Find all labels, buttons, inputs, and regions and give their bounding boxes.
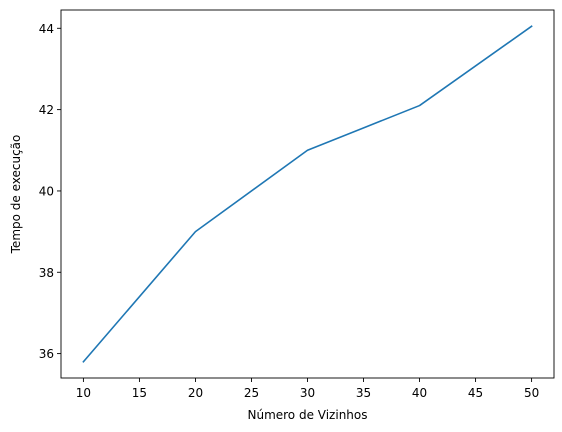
x-tick-label: 10 (76, 386, 91, 400)
x-tick-label: 40 (412, 386, 427, 400)
y-tick-label: 40 (39, 184, 54, 198)
plot-area-frame (61, 10, 554, 378)
y-tick-label: 36 (39, 347, 54, 361)
y-axis-ticks: 36 38 40 42 44 (39, 22, 61, 361)
y-tick-label: 42 (39, 103, 54, 117)
x-tick-label: 30 (300, 386, 315, 400)
series-lines (83, 26, 531, 361)
y-tick-label: 44 (39, 22, 54, 36)
x-axis-ticks: 10 15 20 25 30 35 40 45 50 (76, 378, 539, 400)
x-tick-label: 15 (132, 386, 147, 400)
plot-frame (61, 10, 554, 378)
x-tick-label: 20 (188, 386, 203, 400)
y-axis-label: Tempo de execução (9, 135, 23, 255)
x-tick-label: 35 (356, 386, 371, 400)
series-line-1 (83, 26, 531, 361)
x-tick-label: 25 (244, 386, 259, 400)
x-tick-label: 50 (524, 386, 539, 400)
y-tick-label: 38 (39, 266, 54, 280)
x-axis-label: Número de Vizinhos (247, 408, 367, 422)
x-tick-label: 45 (468, 386, 483, 400)
